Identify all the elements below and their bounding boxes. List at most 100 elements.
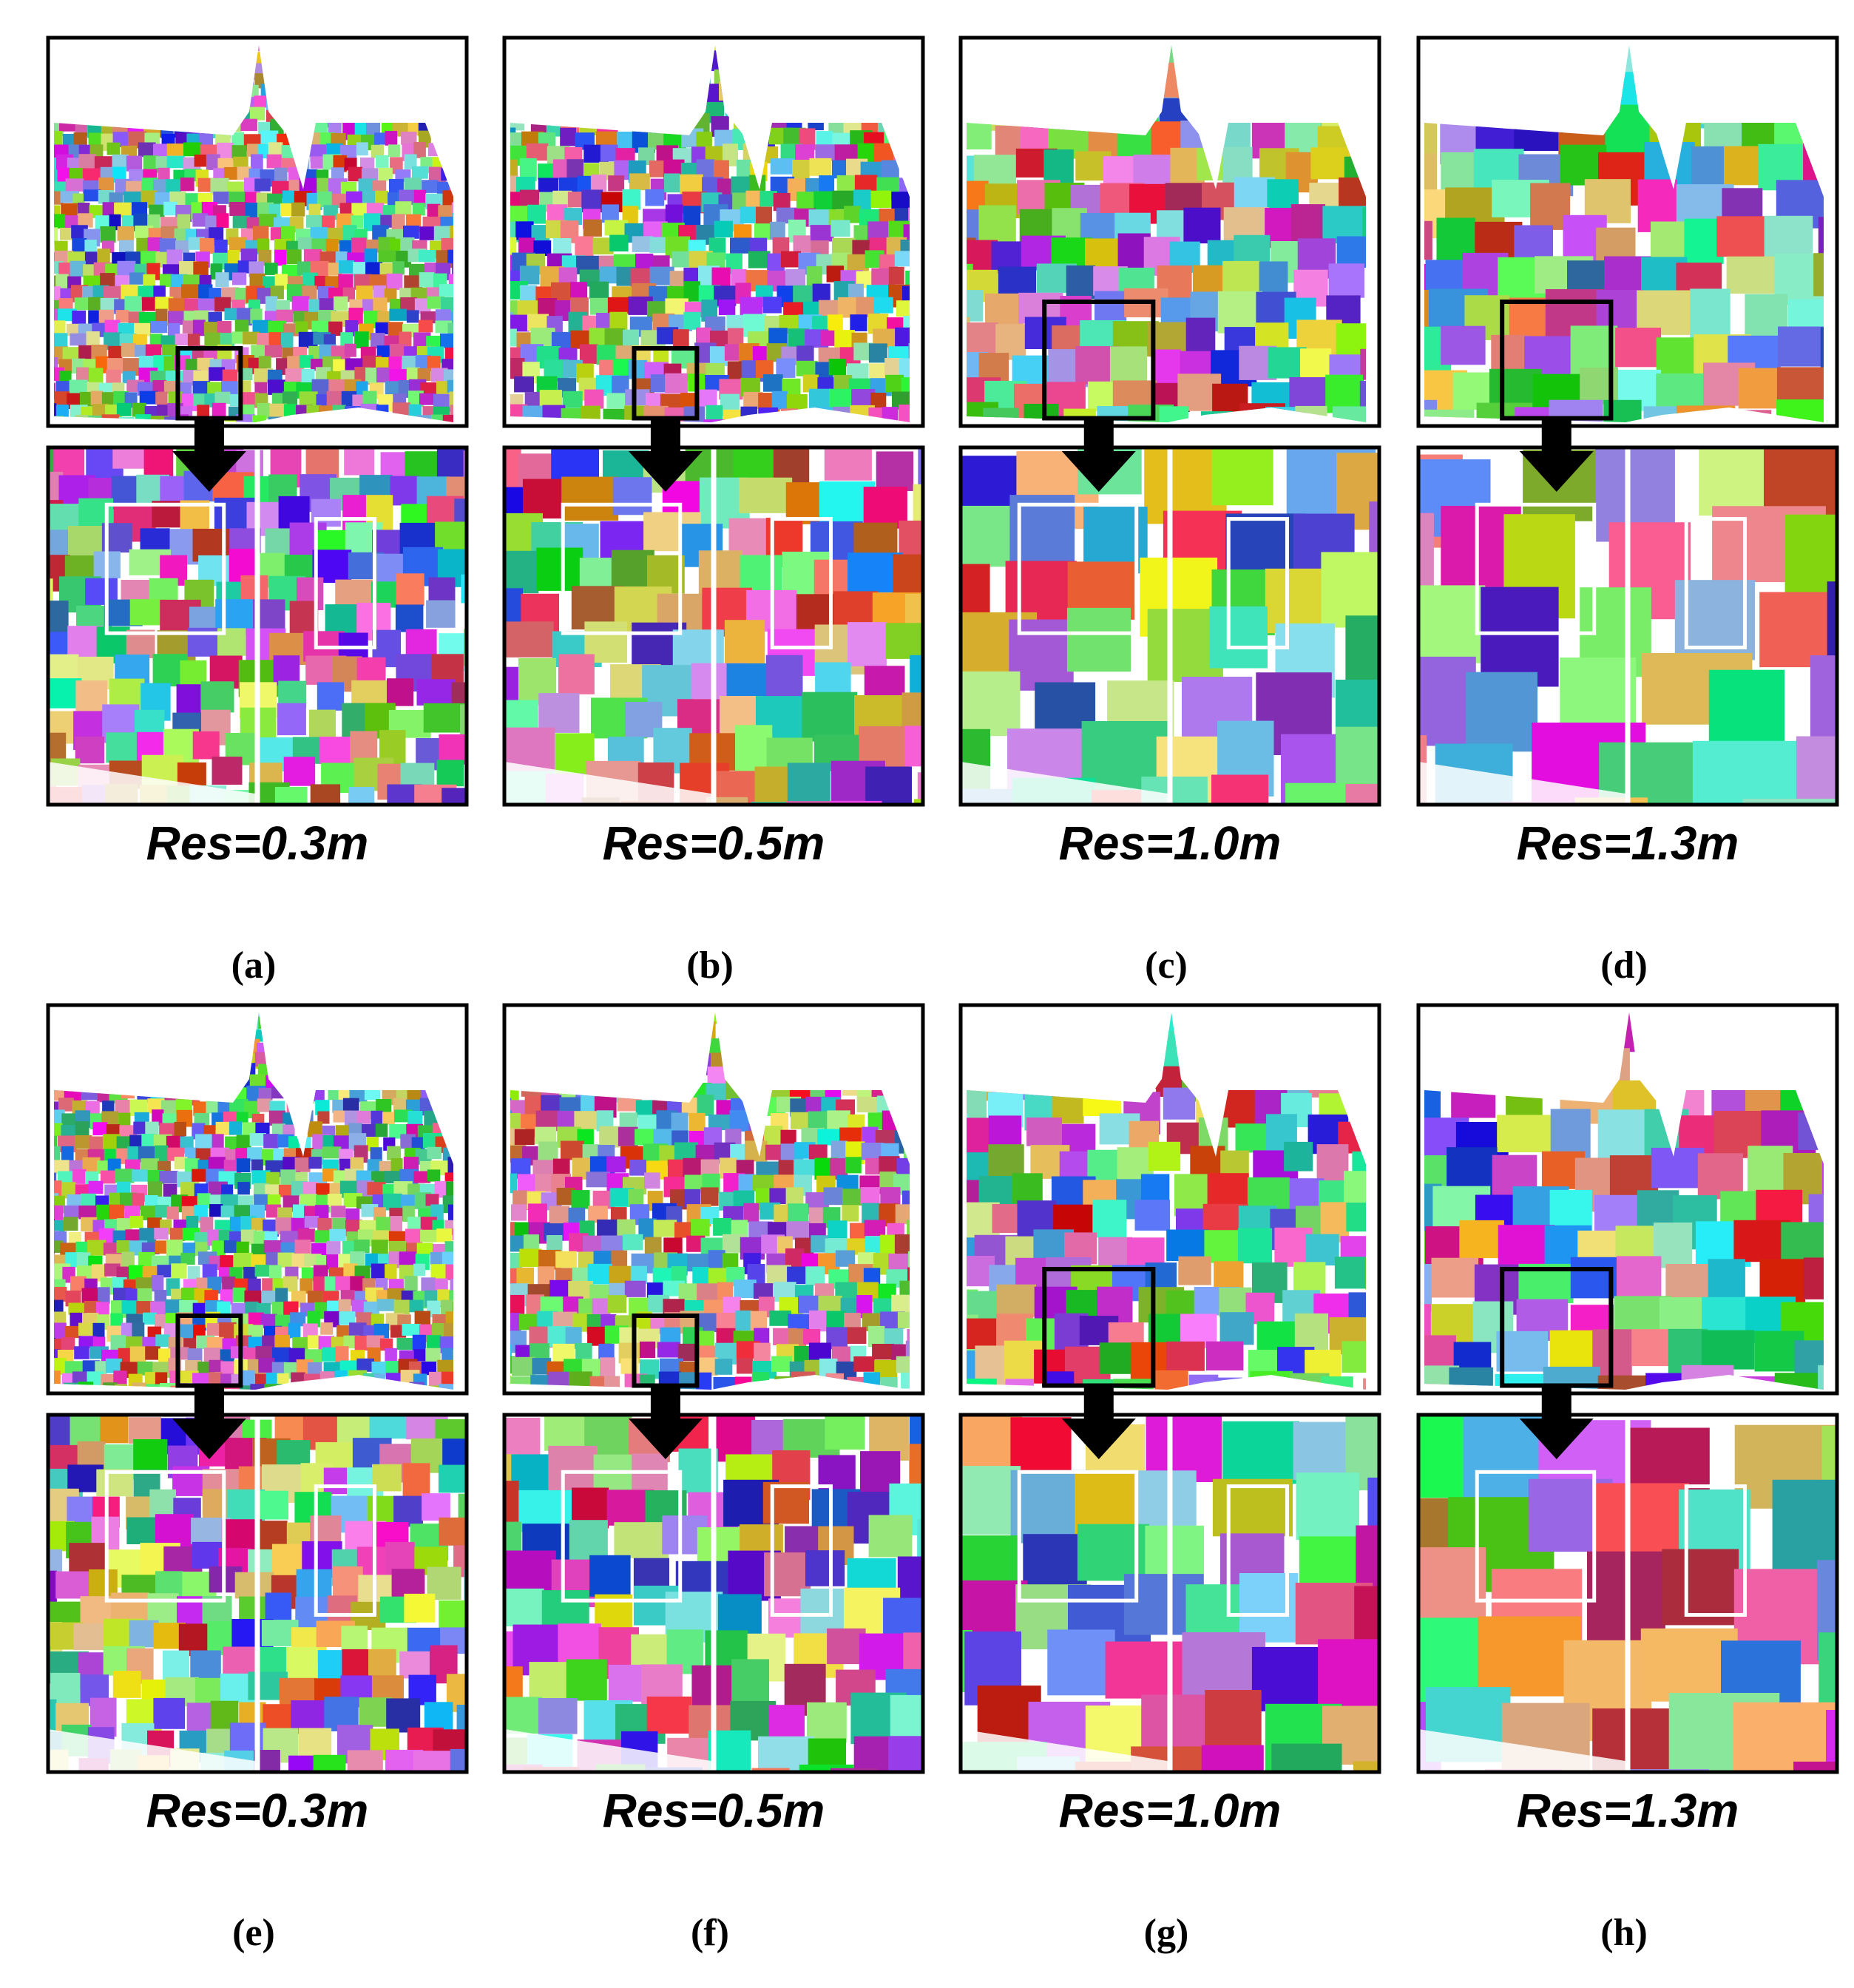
segment [208, 45, 220, 54]
segment [801, 419, 817, 422]
segment [345, 406, 364, 421]
segment [1781, 1222, 1824, 1264]
segment [689, 1112, 706, 1132]
segment [86, 331, 100, 347]
segment [706, 797, 748, 805]
segment [450, 1748, 467, 1772]
segment [160, 1100, 178, 1115]
segment [859, 419, 882, 422]
segment [867, 1112, 886, 1130]
segment [171, 1263, 187, 1279]
segment [416, 48, 430, 63]
segment [299, 355, 314, 368]
segment [289, 1064, 306, 1078]
segment [77, 203, 90, 215]
segment [1424, 289, 1430, 330]
segment [1116, 45, 1154, 83]
segment [301, 1040, 314, 1055]
segment [460, 251, 478, 267]
segment [325, 604, 361, 634]
segment [400, 297, 417, 312]
segment [133, 1439, 168, 1472]
segment [117, 260, 136, 277]
segment [311, 1089, 325, 1102]
segment [155, 1145, 169, 1162]
segment [168, 391, 183, 404]
segment [141, 251, 157, 267]
segment [121, 1039, 135, 1054]
segment [1570, 1257, 1622, 1299]
segment [147, 1593, 179, 1626]
segment [1142, 45, 1178, 66]
segment [153, 143, 169, 158]
segment [459, 1255, 470, 1268]
segment [590, 84, 606, 101]
segment [591, 1022, 611, 1038]
window [104, 502, 226, 635]
segment [1690, 288, 1730, 339]
segment [426, 1335, 441, 1350]
segment [215, 272, 229, 288]
segment [457, 1043, 472, 1059]
segment [54, 1219, 55, 1234]
segment [439, 734, 466, 765]
segment [300, 1066, 317, 1081]
segment [1347, 90, 1366, 129]
segment [145, 344, 162, 358]
segment [54, 169, 58, 184]
segment [257, 238, 270, 253]
segment [967, 1379, 997, 1390]
segment [901, 1190, 910, 1212]
segment [54, 416, 64, 422]
arrow-shaft [650, 418, 680, 455]
segment [353, 1240, 370, 1254]
segment [265, 296, 278, 314]
segment [538, 808, 595, 851]
segment [796, 360, 818, 376]
segment [194, 1134, 212, 1152]
segment [155, 1205, 169, 1218]
segment [100, 1170, 116, 1184]
segment [1757, 45, 1812, 87]
segment [75, 415, 89, 422]
segment [748, 175, 766, 192]
segment [444, 1017, 453, 1032]
segment [1237, 1228, 1273, 1264]
segment [297, 1015, 312, 1027]
segment [908, 343, 910, 366]
segment [155, 1334, 170, 1348]
segment [404, 178, 422, 191]
segment [609, 311, 628, 331]
segment [202, 50, 221, 65]
segment [209, 1204, 223, 1217]
segment [115, 98, 132, 111]
segment [331, 1012, 346, 1022]
segment [92, 1122, 108, 1136]
segment [677, 1343, 700, 1362]
segment [306, 71, 319, 85]
segment [510, 1344, 512, 1367]
segment [622, 1234, 643, 1251]
segment [159, 1123, 178, 1137]
window [770, 517, 833, 649]
segment [404, 1593, 436, 1623]
segment [381, 106, 399, 121]
segment [215, 50, 231, 66]
segment [405, 87, 424, 104]
segment [108, 345, 123, 359]
segment [1363, 1378, 1366, 1390]
segment [510, 1034, 527, 1055]
segment [267, 379, 285, 395]
segment [287, 1088, 302, 1101]
segment [209, 367, 225, 381]
segment [453, 1350, 470, 1363]
segment [48, 530, 72, 560]
segment [741, 84, 760, 104]
overview-frame [502, 1003, 925, 1396]
segment [1777, 1012, 1824, 1052]
segment [657, 327, 679, 345]
segment [163, 356, 176, 371]
segment [184, 1147, 198, 1162]
segment [510, 1110, 512, 1127]
segment [487, 393, 504, 410]
